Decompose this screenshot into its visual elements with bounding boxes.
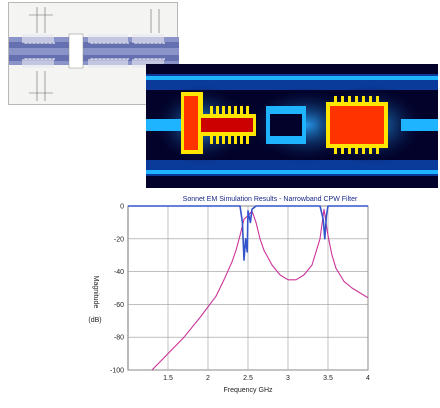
y-tick-label: 0 [120, 204, 124, 211]
series-line-blue [128, 205, 368, 261]
dimension-lines [29, 7, 160, 101]
resonator-fingers [210, 96, 379, 154]
layout-schematic-graphic [9, 7, 179, 101]
x-tick-label: 2.5 [243, 375, 253, 382]
y-tick-label: -20 [114, 236, 124, 243]
chart-title: Sonnet EM Simulation Results - Narrowban… [183, 196, 358, 203]
current-density-graphic [146, 74, 438, 176]
y-axis-unit: (dB) [88, 317, 101, 324]
x-tick-labels: 1.5 2 2.5 3 3.5 4 [163, 375, 370, 382]
x-tick-label: 2 [206, 375, 210, 382]
s-parameter-chart: Sonnet EM Simulation Results - Narrowban… [0, 192, 440, 403]
x-axis-label: Frequency GHz [223, 387, 273, 394]
x-tick-label: 1.5 [163, 375, 173, 382]
y-tick-label: -80 [114, 335, 124, 342]
data-series [128, 205, 369, 371]
x-tick-label: 4 [366, 375, 370, 382]
chart-svg: Sonnet EM Simulation Results - Narrowban… [88, 196, 370, 394]
circuit-layout-drawing [8, 2, 179, 105]
x-tick-label: 3 [286, 375, 290, 382]
x-tick-label: 3.5 [323, 375, 333, 382]
y-tick-labels: 0 -20 -40 -60 -80 -100 [110, 204, 124, 375]
y-tick-label: -100 [110, 368, 124, 375]
series-line-magenta [151, 208, 369, 371]
y-tick-label: -40 [114, 269, 124, 276]
current-density-plot [146, 64, 438, 188]
y-tick-label: -60 [114, 302, 124, 309]
resonator-meanders [22, 34, 165, 68]
y-axis-label: Magnitude [92, 276, 99, 309]
